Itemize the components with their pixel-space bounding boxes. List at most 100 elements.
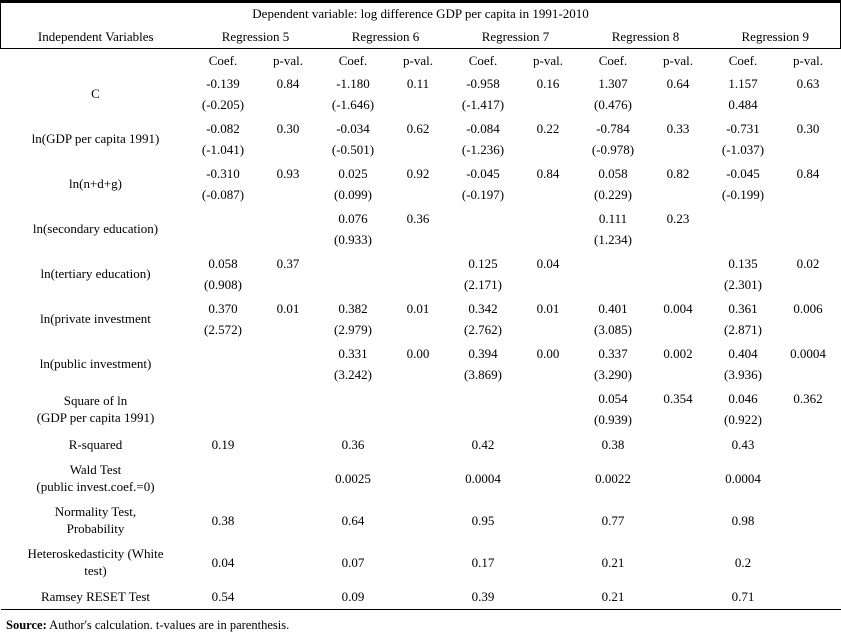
tvalue-cell: (3.936)	[724, 367, 762, 382]
coef-cell: 0.401	[598, 301, 628, 316]
empty-cell	[776, 409, 841, 431]
tvalue-cell	[321, 274, 386, 296]
coef-cell	[451, 386, 516, 409]
empty-cell	[776, 139, 841, 161]
empty-cell	[646, 499, 711, 541]
pval-cell: 0.01	[536, 301, 560, 316]
pval-cell	[516, 386, 581, 409]
empty-cell	[776, 319, 841, 341]
empty-cell	[646, 409, 711, 431]
tvalue-cell	[191, 364, 256, 386]
empty-cell	[516, 409, 581, 431]
table-title: Dependent variable: log difference GDP p…	[0, 1, 841, 24]
tvalue-cell: (-0.501)	[331, 142, 375, 157]
coef-cell: 0.404	[728, 346, 758, 361]
tvalue-cell: (-1.037)	[721, 142, 765, 157]
source-note: Source: Author's calculation. t-values a…	[0, 610, 841, 633]
empty-cell	[386, 94, 451, 116]
pval-cell	[776, 206, 841, 229]
empty-cell	[256, 431, 321, 457]
empty-cell	[776, 364, 841, 386]
pval-cell: 0.30	[796, 121, 820, 136]
coef-cell: 0.331	[338, 346, 368, 361]
stat-value-cell: 0.64	[341, 512, 365, 528]
tvalue-cell: (0.099)	[334, 187, 372, 202]
regression-header-1: Regression 5	[190, 24, 321, 49]
empty-cell	[646, 184, 711, 206]
tvalue-cell: (2.762)	[464, 322, 502, 337]
empty-cell	[646, 541, 711, 583]
stat-value-cell: 0.04	[211, 554, 235, 570]
empty-cell	[386, 274, 451, 296]
empty-cell	[386, 364, 451, 386]
empty-cell	[386, 409, 451, 431]
stat-value-cell: 0.95	[471, 512, 495, 528]
empty-cell	[386, 541, 451, 583]
empty-cell	[386, 431, 451, 457]
empty-cell	[776, 94, 841, 116]
coef-column-header: Coef.	[728, 52, 758, 68]
coef-cell	[191, 206, 256, 229]
tvalue-cell	[191, 229, 256, 251]
empty-cell	[256, 541, 321, 583]
pval-cell: 0.36	[406, 211, 430, 226]
coef-cell: -0.034	[336, 121, 370, 136]
stat-label: Heteroskedasticity (White test)	[27, 546, 164, 578]
coef-cell: -0.084	[466, 121, 500, 136]
coef-cell: 0.370	[208, 301, 238, 316]
tvalue-cell: (3.085)	[594, 322, 632, 337]
empty-cell	[646, 229, 711, 251]
stat-value-cell	[191, 457, 256, 499]
pval-cell: 0.0004	[790, 346, 826, 361]
empty-cell	[776, 541, 841, 583]
stat-value-cell: 0.38	[601, 436, 625, 452]
pval-cell: 0.004	[663, 301, 693, 316]
stat-value-cell: 0.98	[731, 512, 755, 528]
empty-cell	[776, 499, 841, 541]
empty-cell	[256, 409, 321, 431]
coef-cell	[451, 206, 516, 229]
regression-header-3: Regression 7	[450, 24, 581, 49]
tvalue-row: (2.572) (2.979) (2.762) (3.085) (2.871)	[1, 319, 841, 341]
pval-cell	[256, 341, 321, 364]
stat-value-cell: 0.54	[190, 583, 256, 610]
coef-cell: 0.342	[468, 301, 498, 316]
tvalue-cell: (2.871)	[724, 322, 762, 337]
stat-row: Heteroskedasticity (White test) 0.04 0.07 0.…	[1, 541, 841, 583]
tvalue-cell: (3.290)	[594, 367, 632, 382]
pval-cell: 0.11	[406, 76, 430, 91]
pval-cell: 0.01	[276, 301, 300, 316]
stat-value-cell: 0.0004	[465, 470, 501, 486]
stat-value-cell: 0.2	[734, 554, 752, 570]
coef-cell	[191, 386, 256, 409]
empty-cell	[646, 319, 711, 341]
tvalue-cell	[711, 229, 776, 251]
tvalue-cell: (0.922)	[724, 412, 762, 427]
coef-cell: 0.054	[598, 391, 628, 406]
coef-cell: 0.135	[728, 256, 758, 271]
regression-header-2: Regression 6	[320, 24, 451, 49]
regression-header-row: Independent Variables Regression 5 Regres…	[0, 24, 841, 49]
empty-cell	[256, 229, 321, 251]
tvalue-cell: 0.484	[728, 97, 758, 112]
regression-header-5: Regression 9	[710, 24, 841, 49]
empty-cell	[385, 583, 451, 610]
pval-cell: 0.93	[276, 166, 300, 181]
regression-results-table: Dependent variable: log difference GDP p…	[0, 0, 841, 610]
coef-cell: 0.046	[728, 391, 758, 406]
coef-cell: 0.394	[468, 346, 498, 361]
coef-cell: -0.082	[206, 121, 240, 136]
coef-cell: -0.045	[726, 166, 760, 181]
coef-cell	[191, 341, 256, 364]
stat-value-cell: 0.17	[471, 554, 495, 570]
variable-row: ln(GDP per capita 1991) -0.082 0.30 -0.034 0…	[1, 116, 841, 146]
empty-cell	[515, 583, 581, 610]
coef-cell: -0.139	[206, 76, 240, 91]
empty-cell	[256, 274, 321, 296]
pval-cell: 0.84	[536, 166, 560, 181]
empty-cell	[256, 139, 321, 161]
tvalue-cell: (-1.417)	[461, 97, 505, 112]
tvalue-row: (0.933) (1.234)	[1, 229, 841, 251]
empty-cell	[256, 364, 321, 386]
